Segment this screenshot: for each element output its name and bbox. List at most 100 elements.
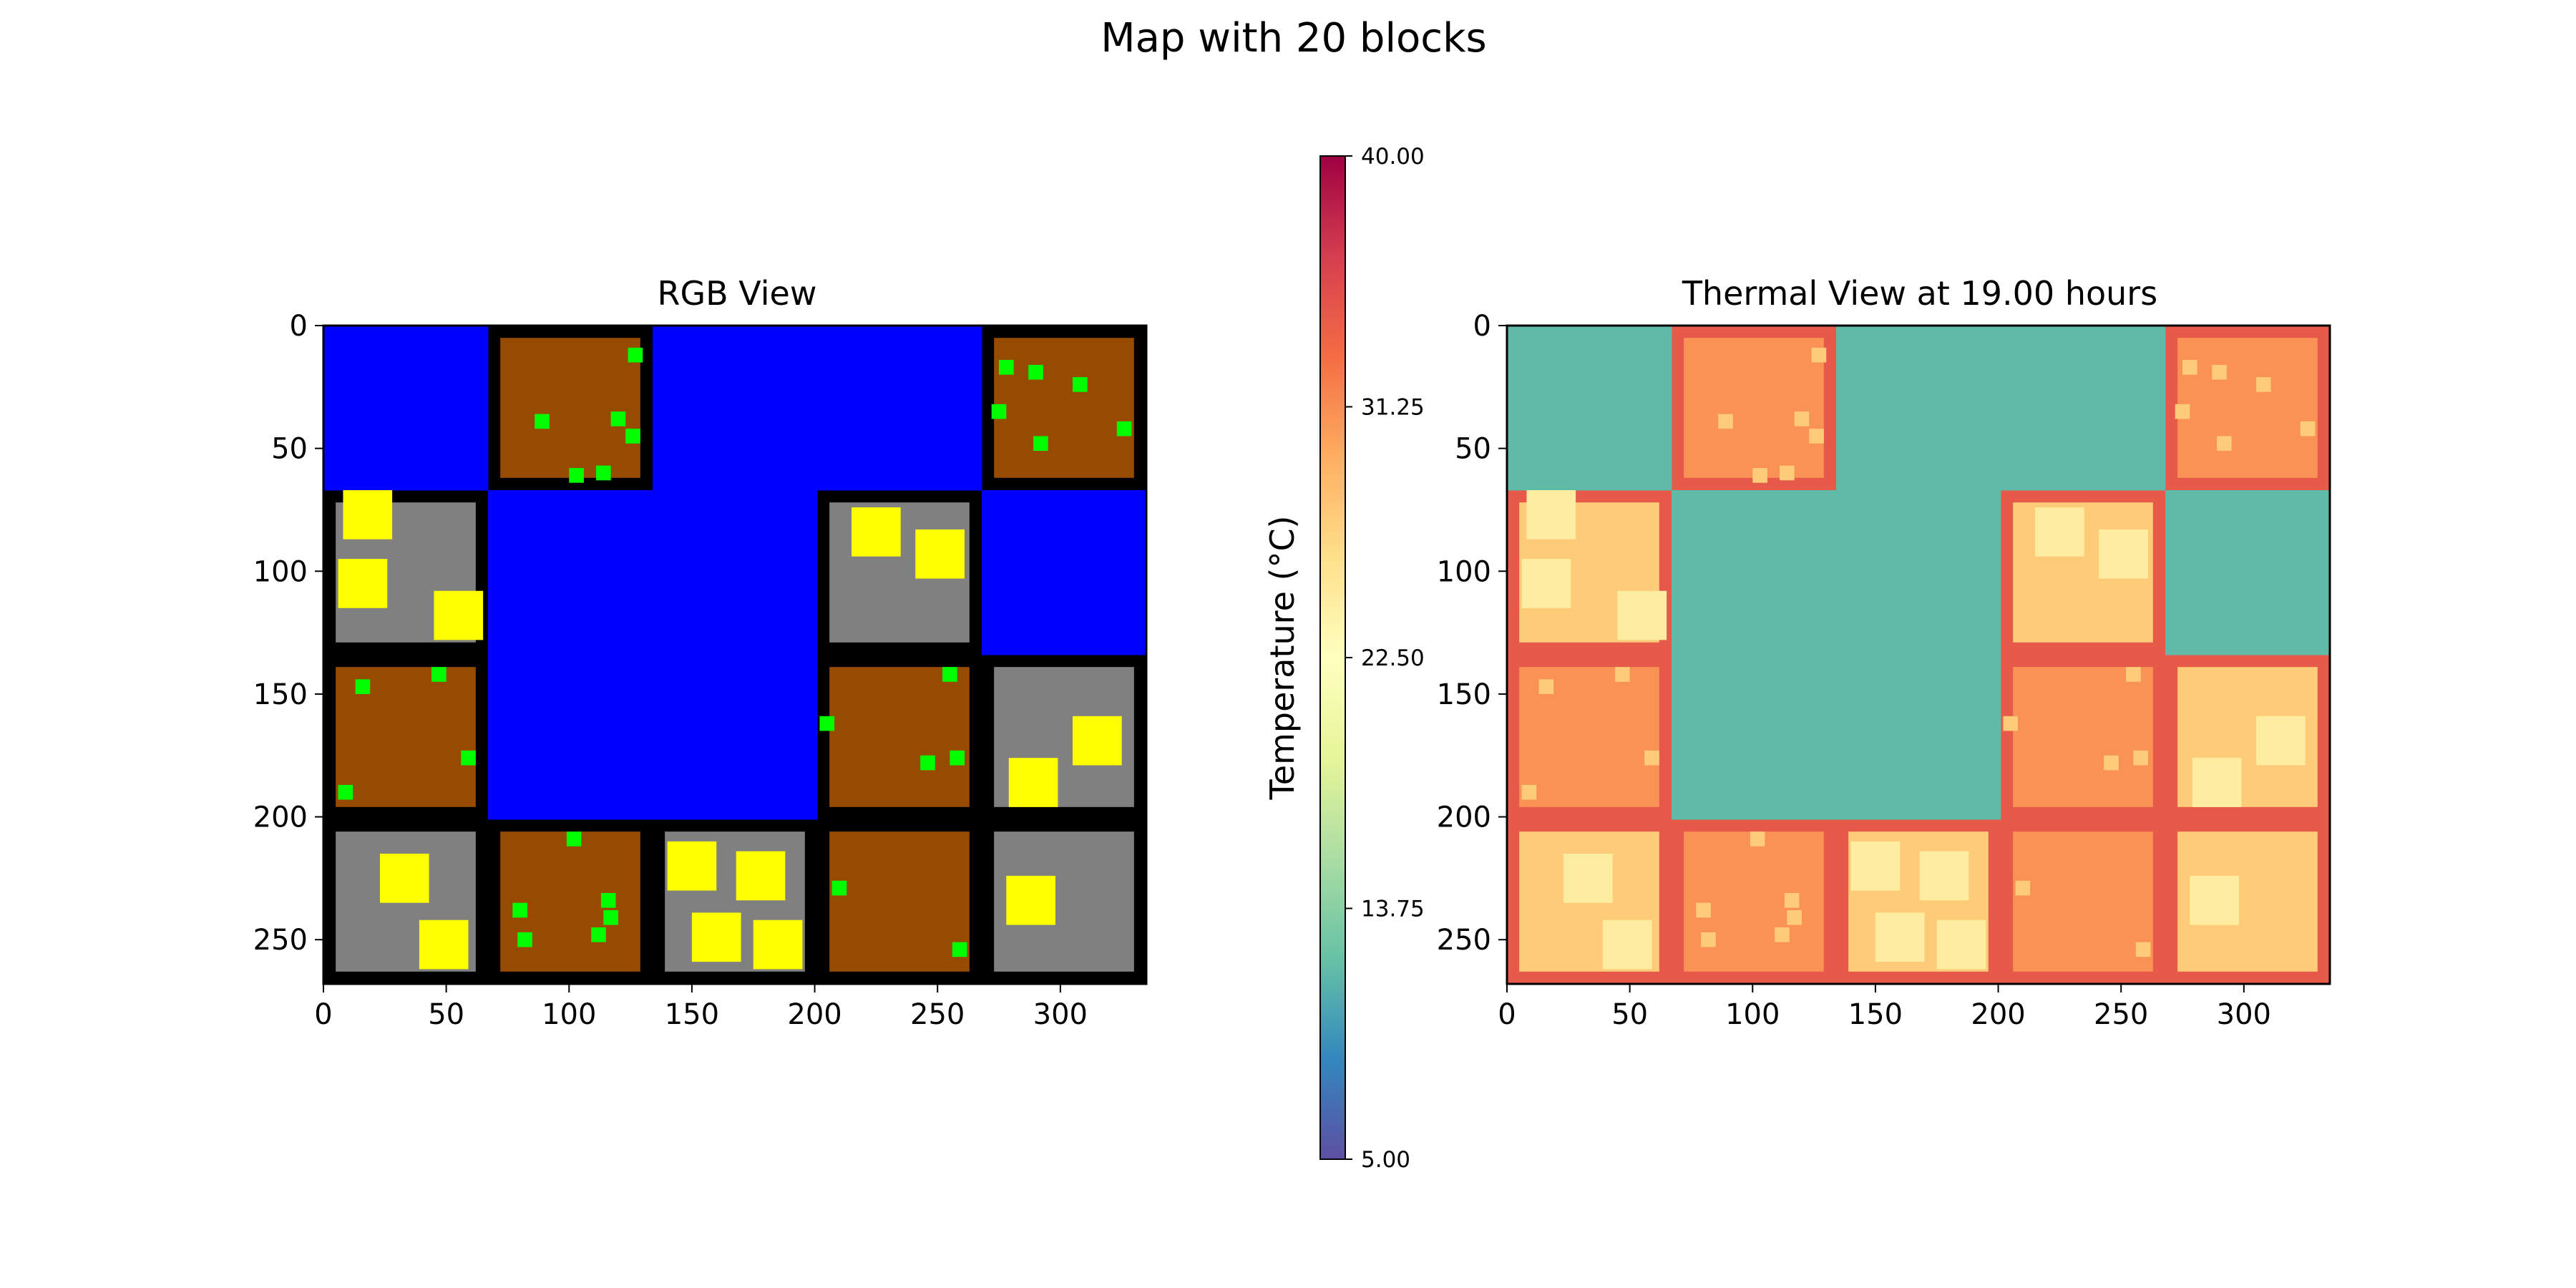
rgb-block-water <box>653 490 818 655</box>
thermal-y-tick-label: 100 <box>1437 555 1491 588</box>
rgb-vegetation-patch <box>569 468 584 483</box>
thermal-block-water <box>1672 655 1837 820</box>
rgb-building <box>852 507 901 557</box>
colorbar-ticks: 40.00 31.25 22.50 13.75 5.00 <box>1345 144 1425 1173</box>
thermal-y-tick-label: 200 <box>1437 801 1491 834</box>
thermal-vegetation-patch <box>2133 750 2148 766</box>
rgb-building <box>667 841 717 891</box>
thermal-block-soil <box>2013 831 2153 972</box>
thermal-vegetation-patch <box>2104 755 2119 771</box>
rgb-vegetation-patch <box>600 892 616 908</box>
thermal-vegetation-patch <box>2182 360 2197 375</box>
thermal-vegetation-patch <box>1750 831 1765 847</box>
rgb-x-tick-label: 150 <box>665 998 719 1031</box>
rgb-building <box>434 590 484 640</box>
thermal-block-soil <box>2013 667 2153 807</box>
rgb-vegetation-patch <box>1116 421 1132 436</box>
rgb-vegetation-patch <box>942 667 957 682</box>
rgb-vegetation-patch <box>999 360 1014 375</box>
rgb-building <box>343 490 393 540</box>
thermal-block-soil <box>1684 338 1824 478</box>
thermal-axes-frame <box>1506 324 2331 985</box>
rgb-vegetation-patch <box>991 404 1007 419</box>
rgb-vegetation-patch <box>535 414 550 429</box>
thermal-vegetation-patch <box>1811 347 1827 363</box>
rgb-vegetation-patch <box>920 755 935 771</box>
thermal-y-tick-label: 250 <box>1437 924 1491 957</box>
thermal-building <box>1526 490 1576 540</box>
rgb-block-soil <box>500 831 640 972</box>
rgb-y-tick-label: 200 <box>253 801 308 834</box>
rgb-panel: RGB View 0 50 100 150 200 250 300 0 50 100 150 200 2… <box>253 274 1148 1031</box>
thermal-building <box>1850 841 1901 891</box>
thermal-building <box>2256 716 2306 766</box>
thermal-block-water <box>2001 326 2166 491</box>
rgb-vegetation-patch <box>1073 377 1088 392</box>
thermal-building <box>2099 529 2148 579</box>
thermal-block-water <box>1836 490 2001 655</box>
thermal-building <box>1875 912 1925 962</box>
rgb-y-tick-label: 250 <box>253 924 308 957</box>
rgb-vegetation-patch <box>1033 436 1048 452</box>
colorbar-label: Temperature (°C) <box>1263 515 1302 800</box>
rgb-block-water <box>982 490 1146 655</box>
rgb-vegetation-patch <box>338 784 353 800</box>
thermal-vegetation-patch <box>1752 468 1767 483</box>
rgb-building <box>691 912 741 962</box>
rgb-y-tick-label: 0 <box>290 310 308 343</box>
thermal-vegetation-patch <box>2300 421 2316 436</box>
thermal-building <box>1617 590 1667 640</box>
colorbar-tick-label: 40.00 <box>1361 144 1425 170</box>
thermal-x-tick-label: 300 <box>2217 998 2271 1031</box>
rgb-x-tick-label: 300 <box>1033 998 1088 1031</box>
thermal-building <box>1602 919 1652 970</box>
thermal-x-tick-label: 50 <box>1611 998 1648 1031</box>
thermal-vegetation-patch <box>1701 932 1716 947</box>
thermal-axis-ticks: 0 50 100 150 200 250 300 0 50 100 150 200 250 <box>1437 310 2271 1031</box>
rgb-building <box>915 529 965 579</box>
rgb-axis-ticks: 0 50 100 150 200 250 300 0 50 100 150 200 250 <box>253 310 1088 1031</box>
rgb-heatmap <box>323 326 1146 984</box>
thermal-block-water <box>1836 326 2001 491</box>
thermal-y-tick-label: 0 <box>1473 310 1491 343</box>
thermal-block-soil <box>1684 831 1824 972</box>
thermal-vegetation-patch <box>2003 716 2019 731</box>
rgb-vegetation-patch <box>517 932 532 947</box>
thermal-block-water <box>2165 490 2330 655</box>
rgb-x-tick-label: 200 <box>787 998 841 1031</box>
rgb-vegetation-patch <box>461 750 476 766</box>
rgb-y-tick-label: 100 <box>253 555 308 588</box>
rgb-vegetation-patch <box>952 942 967 957</box>
thermal-building <box>2190 875 2239 925</box>
colorbar: 40.00 31.25 22.50 13.75 5.00 Temperature (°C… <box>1263 144 1425 1173</box>
thermal-building <box>1919 851 1969 901</box>
rgb-vegetation-patch <box>603 910 618 925</box>
rgb-axes-frame <box>322 324 1148 985</box>
rgb-x-tick-label: 250 <box>910 998 965 1031</box>
thermal-y-tick-label: 50 <box>1455 433 1491 466</box>
thermal-vegetation-patch <box>2126 667 2141 682</box>
thermal-vegetation-patch <box>1615 667 1630 682</box>
rgb-x-tick-label: 0 <box>314 998 332 1031</box>
rgb-block-water <box>488 655 653 820</box>
rgb-vegetation-patch <box>610 411 626 426</box>
rgb-building <box>338 559 388 608</box>
thermal-building <box>1936 919 1986 970</box>
rgb-block-soil <box>500 338 640 478</box>
rgb-building <box>1073 716 1122 766</box>
rgb-building <box>379 854 429 903</box>
rgb-vegetation-patch <box>831 880 847 896</box>
thermal-block-water <box>1836 655 2001 820</box>
thermal-vegetation-patch <box>2212 364 2227 380</box>
rgb-building <box>1008 758 1058 807</box>
rgb-vegetation-patch <box>950 750 965 766</box>
thermal-vegetation-patch <box>1787 910 1802 925</box>
thermal-block-water <box>1672 490 1837 655</box>
rgb-building <box>736 851 786 901</box>
rgb-vegetation-patch <box>1028 364 1043 380</box>
colorbar-tick-label: 31.25 <box>1361 395 1425 421</box>
thermal-x-tick-label: 100 <box>1725 998 1780 1031</box>
thermal-building <box>2192 758 2242 807</box>
figure-title: Map with 20 blocks <box>1101 15 1486 62</box>
thermal-heatmap <box>1507 326 2330 984</box>
